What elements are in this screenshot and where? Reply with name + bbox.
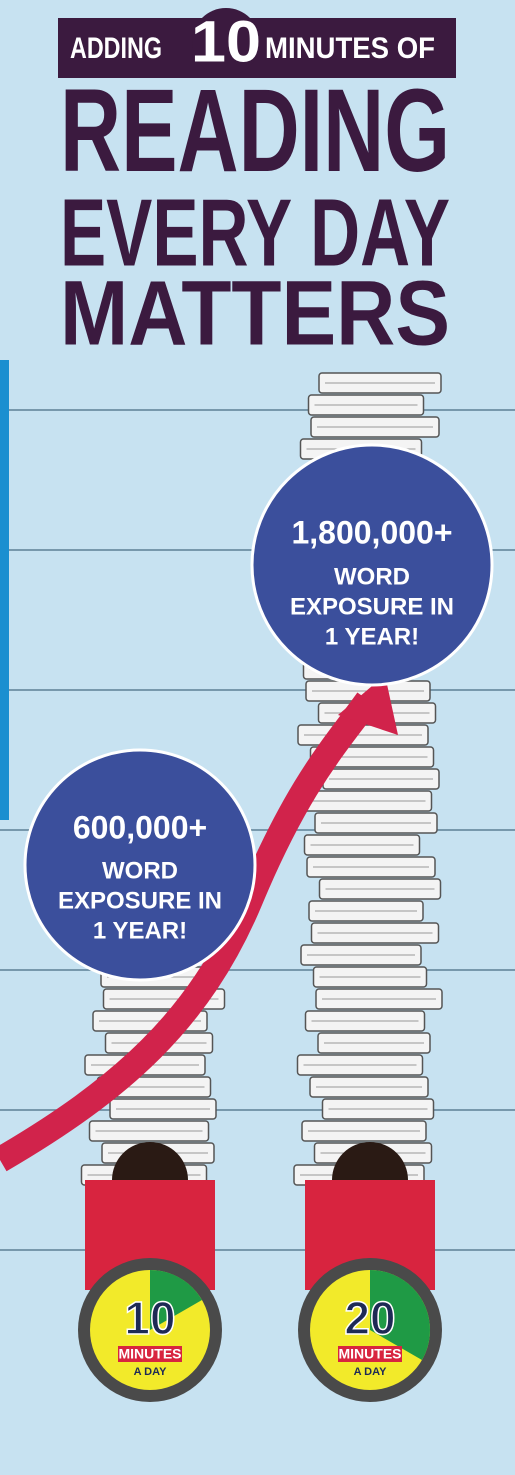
page: {"header": {"lead": "ADDING", "number": … xyxy=(0,0,515,1475)
timer-sub: A DAY xyxy=(354,1366,387,1378)
bubble-text: EXPOSURE IN xyxy=(58,887,222,914)
bubble-amount: 1,800,000+ xyxy=(291,514,452,550)
bubble-text: 1 YEAR! xyxy=(93,917,187,944)
bubble-text: EXPOSURE IN xyxy=(290,593,454,620)
bubble-text: WORD xyxy=(334,563,410,590)
bubble-text: 1 YEAR! xyxy=(325,623,419,650)
bubble-amount: 600,000+ xyxy=(73,809,207,845)
timer-label: MINUTES xyxy=(119,1346,182,1362)
bubble: 600,000+ WORD EXPOSURE IN 1 YEAR! xyxy=(25,750,255,980)
timer-sub: A DAY xyxy=(134,1366,167,1378)
title-line: MATTERS xyxy=(60,262,450,364)
bubble-text: WORD xyxy=(102,857,178,884)
timer-number: 10 xyxy=(124,1292,175,1344)
header-lead: ADDING xyxy=(70,32,162,65)
edge-stripe xyxy=(0,360,9,820)
timer-number: 20 xyxy=(344,1292,395,1344)
header-tail: MINUTES OF xyxy=(265,32,435,65)
timer-label: MINUTES xyxy=(339,1346,402,1362)
infographic: ADDING 10 MINUTES OF READING EVERY DAY M… xyxy=(0,0,515,1475)
bubble: 1,800,000+ WORD EXPOSURE IN 1 YEAR! xyxy=(252,445,492,685)
title-line: READING xyxy=(60,65,450,197)
